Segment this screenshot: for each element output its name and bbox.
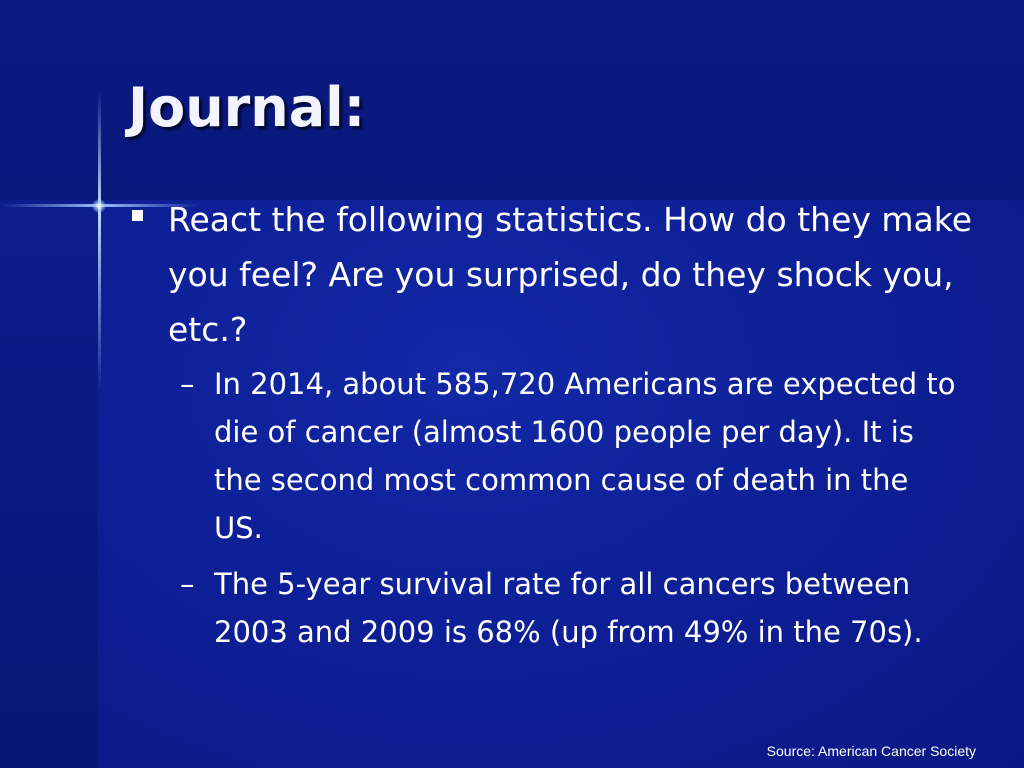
dash-bullet-icon: – — [180, 567, 195, 601]
source-citation: Source: American Cancer Society — [766, 743, 976, 759]
main-bullet: React the following statistics. How do t… — [132, 192, 992, 357]
sub-bullet-text: The 5-year survival rate for all cancers… — [214, 567, 923, 649]
sparkle-icon — [92, 199, 106, 213]
sparkle-vertical-line — [98, 90, 101, 390]
main-bullet-text: React the following statistics. How do t… — [168, 200, 973, 349]
sub-bullet-item: – In 2014, about 585,720 Americans are e… — [180, 360, 960, 552]
left-decorative-band — [0, 200, 98, 768]
dash-bullet-icon: – — [180, 367, 195, 401]
square-bullet-icon — [132, 210, 143, 221]
title-background — [0, 0, 1024, 200]
sub-bullet-text: In 2014, about 585,720 Americans are exp… — [214, 367, 956, 545]
sub-bullet-item: – The 5-year survival rate for all cance… — [180, 560, 960, 656]
body-background — [98, 200, 1024, 768]
sub-bullet-list: – In 2014, about 585,720 Americans are e… — [180, 360, 960, 664]
slide-title: Journal: — [128, 76, 366, 139]
